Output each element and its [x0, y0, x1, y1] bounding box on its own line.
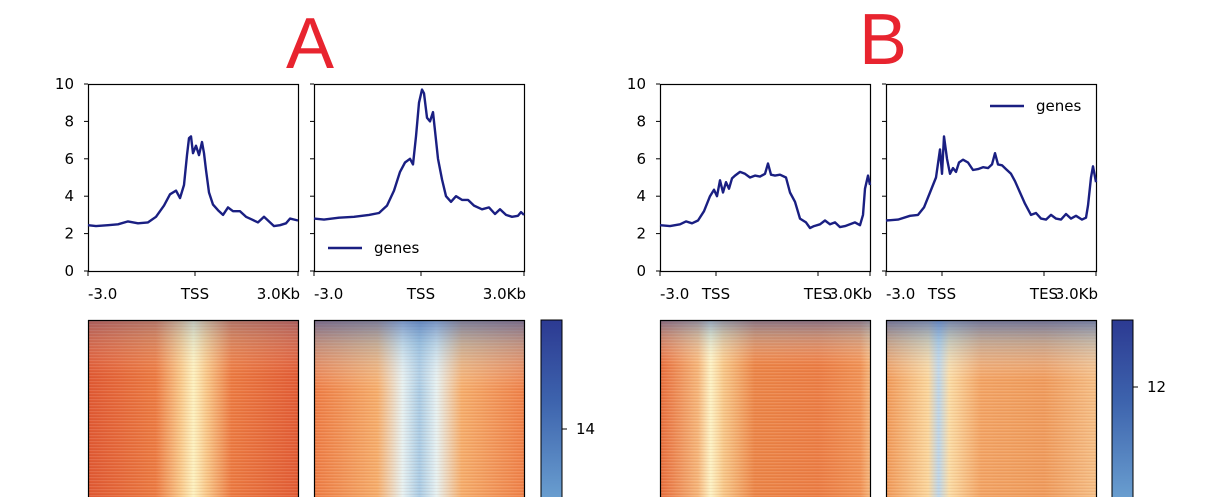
- profile-line: [87, 135, 299, 228]
- profile-line: [885, 135, 1098, 222]
- y-tick-label: 6: [636, 150, 646, 168]
- y-tick-label: 8: [64, 112, 74, 130]
- legend-label: genes: [374, 239, 419, 257]
- colorbar-b-tick-label: 12: [1147, 378, 1166, 396]
- y-tick-label: 4: [636, 187, 646, 205]
- axes-frame: [313, 83, 526, 273]
- axes-frame: [659, 83, 872, 273]
- colorbar-a: 14: [540, 319, 595, 497]
- x-tick-label: TES: [803, 285, 832, 303]
- x-tick-label: TSS: [180, 285, 209, 303]
- x-tick-label: -3.0: [660, 285, 689, 303]
- y-axis-ticks-a: 0 2 4 6 8 10: [55, 75, 74, 280]
- y-tick-label: 0: [636, 262, 646, 280]
- heatmaps: [87, 319, 1098, 497]
- y-tick-label: 0: [64, 262, 74, 280]
- axes-frame: [885, 83, 1098, 273]
- x-tick-label: 3.0Kb: [1055, 285, 1098, 303]
- y-tick-label: 6: [64, 150, 74, 168]
- x-tick-label: TSS: [701, 285, 730, 303]
- axes-frame: [87, 83, 300, 273]
- y-tick-label: 8: [636, 112, 646, 130]
- colorbar-a-tick-label: 14: [576, 420, 595, 438]
- y-tick-label: 2: [636, 225, 646, 243]
- profile-plot-a-left: -3.0 TSS 3.0Kb: [84, 83, 300, 303]
- panel-label-b: B: [859, 0, 907, 80]
- profile-plot-a-right: -3.0 TSS 3.0Kb genes: [310, 83, 526, 303]
- y-tick-label: 10: [55, 75, 74, 93]
- y-axis-ticks-b: 0 2 4 6 8 10: [627, 75, 646, 280]
- x-tick-label: 3.0Kb: [829, 285, 872, 303]
- x-tick-label: TSS: [927, 285, 956, 303]
- x-tick-label: -3.0: [886, 285, 915, 303]
- y-tick-label: 2: [64, 225, 74, 243]
- profile-line: [659, 162, 872, 230]
- heatmap-a-right-top: [314, 320, 525, 390]
- heatmap-b-right-top: [886, 320, 1097, 380]
- x-tick-label: TSS: [406, 285, 435, 303]
- x-tick-label: 3.0Kb: [257, 285, 300, 303]
- heatmap-b-left-top: [660, 320, 871, 365]
- x-tick-label: 3.0Kb: [483, 285, 526, 303]
- x-tick-label: -3.0: [88, 285, 117, 303]
- panel-label-a: A: [286, 4, 334, 84]
- y-tick-label: 10: [627, 75, 646, 93]
- x-tick-label: -3.0: [314, 285, 343, 303]
- heatmap-a-left-top: [88, 320, 299, 375]
- colorbar-b-gradient: [1111, 319, 1134, 497]
- profile-line: [313, 88, 525, 221]
- x-tick-label: TES: [1029, 285, 1058, 303]
- colorbar-a-gradient: [540, 319, 563, 497]
- y-tick-label: 4: [64, 187, 74, 205]
- legend-label: genes: [1036, 97, 1081, 115]
- colorbar-b: 12: [1111, 319, 1166, 497]
